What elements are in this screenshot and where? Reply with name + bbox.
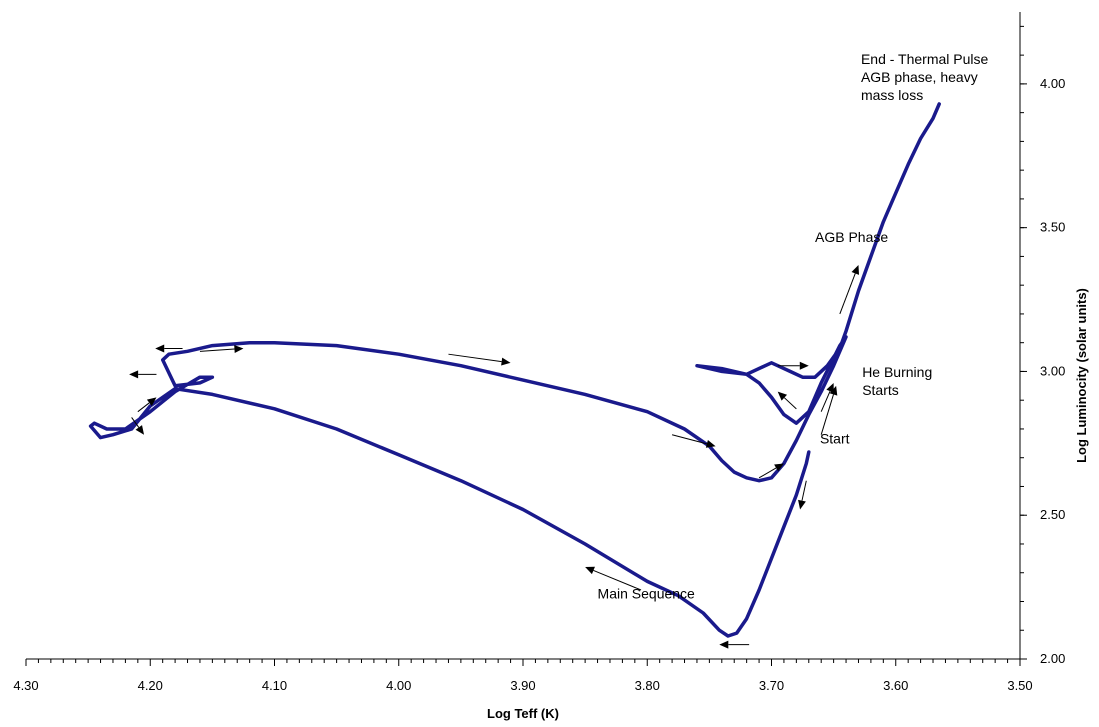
annotation-label: AGB Phase xyxy=(815,229,888,245)
direction-arrow xyxy=(798,480,807,510)
annotation-line: He Burning xyxy=(862,364,932,380)
annotation-label: He Burning Starts xyxy=(862,364,932,398)
arrow-head xyxy=(774,463,784,472)
x-tick-label: 3.80 xyxy=(635,678,660,693)
arrow-shaft xyxy=(448,353,502,363)
arrow-shaft xyxy=(820,391,831,412)
arrow-shaft xyxy=(839,273,856,315)
y-tick-label: 2.00 xyxy=(1040,651,1065,666)
arrow-head xyxy=(777,391,788,401)
x-tick-label: 3.60 xyxy=(883,678,908,693)
arrow-head xyxy=(829,385,838,396)
arrow-head xyxy=(799,361,809,370)
direction-arrow xyxy=(199,345,244,354)
direction-arrow xyxy=(129,370,157,379)
y-tick-label: 2.50 xyxy=(1040,507,1065,522)
arrow-shaft xyxy=(671,434,708,445)
arrow-head xyxy=(129,370,139,379)
arrow-head xyxy=(501,357,511,366)
annotation-label: End - Thermal Pulse AGB phase, heavy mass … xyxy=(861,51,989,103)
arrow-shaft xyxy=(783,397,797,410)
annotation-line: End - Thermal Pulse xyxy=(861,51,989,67)
direction-arrow xyxy=(839,265,860,315)
arrow-head xyxy=(146,397,157,406)
annotation-line: AGB Phase xyxy=(815,229,888,245)
arrow-shaft xyxy=(820,394,834,435)
x-tick-label: 3.50 xyxy=(1007,678,1032,693)
series-line xyxy=(88,102,941,638)
direction-arrow xyxy=(758,463,784,479)
y-tick-label: 3.00 xyxy=(1040,363,1065,378)
arrow-head xyxy=(719,640,729,649)
arrow-shaft xyxy=(801,480,807,501)
direction-arrow xyxy=(777,361,809,370)
arrow-head xyxy=(826,382,834,393)
direction-arrow xyxy=(137,397,157,413)
direction-arrow xyxy=(719,640,750,649)
direction-arrow xyxy=(131,417,145,435)
annotation-line: Start xyxy=(820,430,850,446)
x-tick-label: 3.90 xyxy=(510,678,535,693)
arrow-shaft xyxy=(131,417,140,428)
x-tick-label: 4.30 xyxy=(13,678,38,693)
arrow-head xyxy=(851,265,860,275)
annotation-line: Starts xyxy=(862,382,899,398)
direction-arrows xyxy=(129,265,860,649)
direction-arrow xyxy=(155,344,183,353)
x-tick-label: 3.70 xyxy=(759,678,784,693)
arrow-shaft xyxy=(758,467,777,479)
arrow-head xyxy=(135,425,145,435)
axes: 4.30 4.20 4.10 4.00 3.90 3.80 3.70 3.60 3.50 2.00… xyxy=(13,12,1065,693)
direction-arrow xyxy=(448,353,511,366)
x-tick-label: 4.10 xyxy=(262,678,287,693)
arrow-head xyxy=(798,499,806,510)
x-tick-label: 4.00 xyxy=(386,678,411,693)
arrow-shaft xyxy=(593,569,642,591)
arrow-head xyxy=(585,566,595,575)
direction-arrow xyxy=(777,391,797,410)
y-axis-title: Log Luminocity (solar units) xyxy=(1074,288,1089,463)
arrow-head xyxy=(155,344,165,353)
annotations: End - Thermal Pulse AGB phase, heavy mass … xyxy=(598,51,989,602)
arrow-shaft xyxy=(199,348,235,352)
arrow-shaft xyxy=(137,402,150,413)
annotation-line: Main Sequence xyxy=(598,586,696,602)
annotation-label: Start xyxy=(820,430,850,446)
direction-arrow xyxy=(820,382,834,412)
direction-arrow xyxy=(671,434,716,448)
annotation-line: mass loss xyxy=(861,87,923,103)
annotation-line: AGB phase, heavy xyxy=(861,69,978,85)
arrow-head xyxy=(705,440,716,448)
direction-arrow xyxy=(820,385,838,435)
y-tick-label: 3.50 xyxy=(1040,220,1065,235)
direction-arrow xyxy=(585,566,642,591)
y-tick-label: 4.00 xyxy=(1040,76,1065,91)
x-tick-label: 4.20 xyxy=(138,678,163,693)
evolution-track xyxy=(88,102,941,638)
arrow-head xyxy=(234,345,244,354)
x-axis-title: Log Teff (K) xyxy=(487,706,559,721)
annotation-label: Main Sequence xyxy=(598,586,696,602)
